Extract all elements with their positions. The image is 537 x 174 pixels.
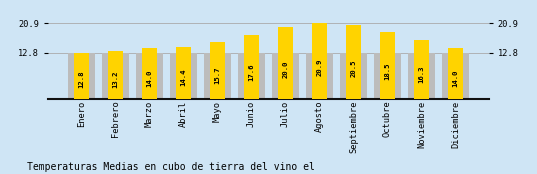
Bar <box>272 53 299 99</box>
Text: 18.5: 18.5 <box>384 62 390 80</box>
Text: 20.0: 20.0 <box>282 60 288 77</box>
Bar <box>414 40 429 99</box>
Text: 15.7: 15.7 <box>214 66 221 84</box>
Bar <box>448 49 463 99</box>
Text: 14.0: 14.0 <box>147 69 153 87</box>
Bar <box>312 23 326 99</box>
Bar <box>74 53 89 99</box>
Bar <box>238 53 265 99</box>
Text: 14.4: 14.4 <box>180 69 186 86</box>
Bar <box>103 53 129 99</box>
Bar <box>380 32 395 99</box>
Bar <box>176 47 191 99</box>
Bar <box>346 25 361 99</box>
Bar <box>306 53 333 99</box>
Bar <box>142 49 157 99</box>
Bar <box>408 53 434 99</box>
Text: 12.8: 12.8 <box>78 71 85 88</box>
Text: 13.2: 13.2 <box>113 70 119 88</box>
Bar <box>136 53 163 99</box>
Bar <box>211 42 225 99</box>
Text: Temperaturas Medias en cubo de tierra del vino el: Temperaturas Medias en cubo de tierra de… <box>27 162 315 172</box>
Bar <box>170 53 197 99</box>
Bar <box>278 27 293 99</box>
Bar <box>244 35 259 99</box>
Bar <box>442 53 469 99</box>
Bar <box>204 53 231 99</box>
Text: 16.3: 16.3 <box>418 66 424 83</box>
Text: 17.6: 17.6 <box>249 64 255 81</box>
Text: 20.5: 20.5 <box>351 59 357 77</box>
Bar <box>108 51 123 99</box>
Text: 20.9: 20.9 <box>316 59 323 76</box>
Text: 14.0: 14.0 <box>452 69 459 87</box>
Bar <box>374 53 401 99</box>
Bar <box>340 53 367 99</box>
Bar <box>68 53 95 99</box>
